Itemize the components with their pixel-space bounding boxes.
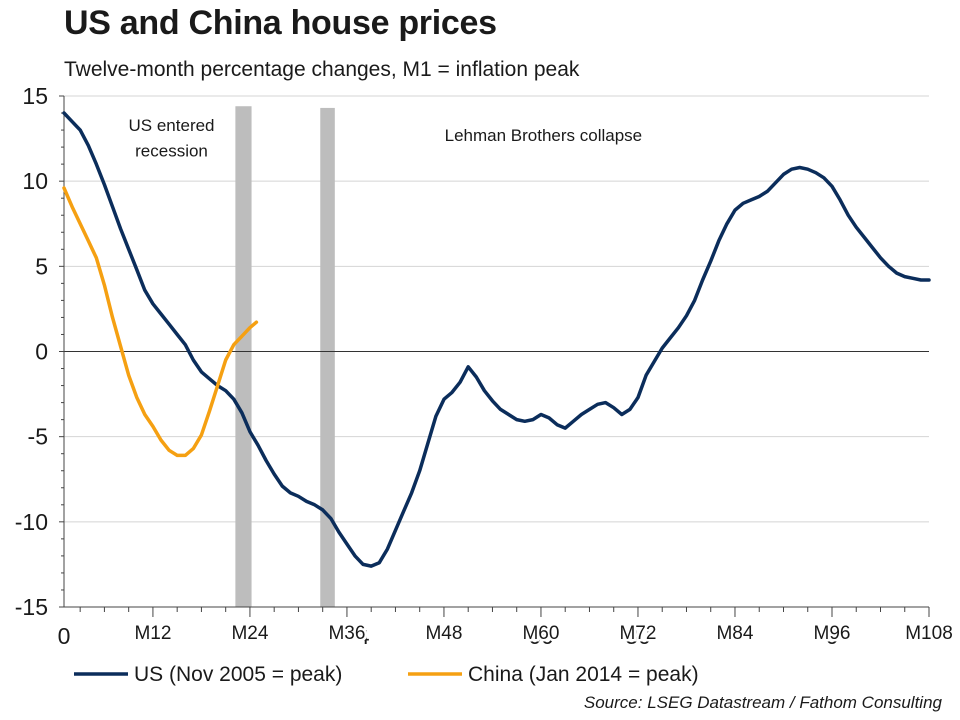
shaded-region-2 [320,107,335,607]
shaded-region-1 [235,106,252,607]
x-stray-label: 0 [826,623,839,649]
x-tick-label: M12 [134,623,171,644]
legend-china-label: China (Jan 2014 = peak) [468,663,699,686]
x-tick-label: M60 [522,623,559,644]
source-note: Source: LSEG Datastream / Fathom Consult… [583,693,942,712]
y-tick-label: 10 [22,168,48,194]
x-tick-label: M84 [716,623,753,644]
legend-us-label: US (Nov 2005 = peak) [134,663,342,686]
x-tick-label: M72 [619,623,656,644]
axis-ticks [59,95,930,617]
x-tick-label: M48 [425,623,462,644]
annotation-text: US entered [129,116,215,135]
chart-subtitle: Twelve-month percentage changes, M1 = in… [64,58,580,81]
tick-labels: 15 10 5 0 -5 -10 -15 0 4 60 30 0 M12 M24 M36 M48 M60 M72 M… [15,83,956,649]
shaded-regions [235,106,335,607]
legend: US (Nov 2005 = peak) China (Jan 2014 = p… [74,663,699,686]
y-tick-label: 0 [35,339,48,365]
annotation-text: recession [135,142,208,161]
x-stray-label: 30 [625,623,651,649]
x-tick-label: M24 [231,623,268,644]
x-stray-label: 0 [58,623,71,649]
x-tick-label: M108 [905,623,953,644]
x-stray-label: 60 [528,623,554,649]
y-tick-label: 5 [35,253,48,279]
x-tick-label: M36 [328,623,365,644]
series-lines [62,111,931,568]
x-tick-label: M96 [814,623,851,644]
china-series-line [62,186,259,458]
x-stray-label: 4 [357,623,370,649]
y-tick-label: -15 [15,594,48,620]
chart-title: US and China house prices [64,4,497,42]
y-tick-label: 15 [22,83,48,109]
y-tick-label: -5 [28,424,48,450]
us-series-line [62,111,931,568]
annotation-text: Lehman Brothers collapse [445,126,643,145]
y-tick-label: -10 [15,509,48,535]
annotations: US entered recession Lehman Brothers colla… [129,116,643,161]
